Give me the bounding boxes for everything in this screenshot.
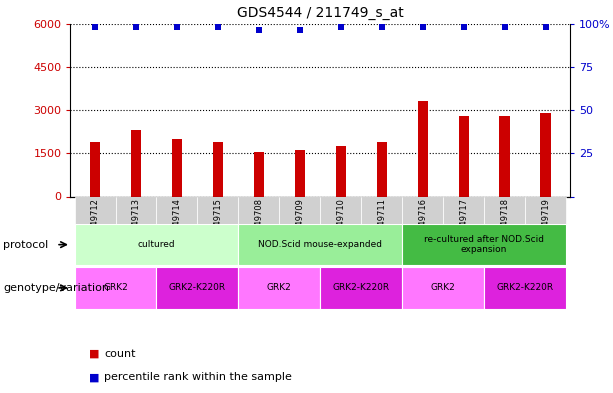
- Text: GSM1049717: GSM1049717: [459, 198, 468, 254]
- Title: GDS4544 / 211749_s_at: GDS4544 / 211749_s_at: [237, 6, 404, 20]
- Bar: [295, 151, 305, 196]
- Text: GSM1049715: GSM1049715: [213, 198, 223, 254]
- Text: NOD.Scid mouse-expanded: NOD.Scid mouse-expanded: [258, 240, 383, 249]
- Text: GSM1049709: GSM1049709: [295, 198, 304, 254]
- Point: [377, 24, 387, 30]
- Bar: [156, 196, 197, 224]
- Bar: [172, 139, 182, 196]
- Bar: [75, 224, 238, 265]
- Bar: [131, 130, 141, 196]
- Point: [459, 24, 468, 30]
- Bar: [254, 152, 264, 196]
- Bar: [280, 196, 320, 224]
- Text: ■: ■: [89, 372, 99, 382]
- Bar: [541, 113, 550, 196]
- Bar: [336, 146, 346, 196]
- Text: GSM1049714: GSM1049714: [172, 198, 181, 254]
- Text: GRK2: GRK2: [431, 283, 455, 292]
- Bar: [525, 196, 566, 224]
- Text: count: count: [104, 349, 135, 359]
- Text: GSM1049719: GSM1049719: [541, 198, 550, 254]
- Bar: [500, 116, 509, 196]
- Bar: [238, 196, 280, 224]
- Bar: [156, 267, 238, 309]
- Bar: [443, 196, 484, 224]
- Bar: [402, 196, 443, 224]
- Text: protocol: protocol: [3, 240, 48, 250]
- Point: [541, 24, 550, 30]
- Text: GSM1049713: GSM1049713: [132, 198, 140, 254]
- Bar: [238, 267, 320, 309]
- Point: [131, 24, 141, 30]
- Text: GSM1049718: GSM1049718: [500, 198, 509, 254]
- Point: [90, 24, 100, 30]
- Text: GRK2: GRK2: [103, 283, 128, 292]
- Point: [336, 24, 346, 30]
- Bar: [484, 196, 525, 224]
- Text: GRK2-K220R: GRK2-K220R: [169, 283, 226, 292]
- Bar: [75, 267, 156, 309]
- Bar: [484, 267, 566, 309]
- Text: GRK2-K220R: GRK2-K220R: [333, 283, 390, 292]
- Bar: [197, 196, 238, 224]
- Text: ■: ■: [89, 349, 99, 359]
- Bar: [376, 142, 387, 196]
- Bar: [213, 142, 223, 196]
- Point: [500, 24, 509, 30]
- Bar: [115, 196, 156, 224]
- Text: GSM1049712: GSM1049712: [91, 198, 99, 254]
- Text: re-cultured after NOD.Scid
expansion: re-cultured after NOD.Scid expansion: [424, 235, 544, 254]
- Text: genotype/variation: genotype/variation: [3, 283, 109, 293]
- Text: percentile rank within the sample: percentile rank within the sample: [104, 372, 292, 382]
- Bar: [402, 224, 566, 265]
- Bar: [320, 196, 361, 224]
- Bar: [75, 196, 115, 224]
- Point: [172, 24, 182, 30]
- Text: GSM1049710: GSM1049710: [337, 198, 345, 254]
- Text: GRK2-K220R: GRK2-K220R: [497, 283, 554, 292]
- Text: cultured: cultured: [138, 240, 175, 249]
- Bar: [238, 224, 402, 265]
- Text: GSM1049711: GSM1049711: [377, 198, 386, 254]
- Text: GRK2: GRK2: [267, 283, 292, 292]
- Bar: [320, 267, 402, 309]
- Point: [254, 28, 264, 34]
- Bar: [417, 101, 428, 196]
- Point: [418, 24, 428, 30]
- Bar: [402, 267, 484, 309]
- Point: [295, 28, 305, 34]
- Bar: [459, 116, 469, 196]
- Point: [213, 24, 223, 30]
- Text: GSM1049708: GSM1049708: [254, 198, 264, 254]
- Text: GSM1049716: GSM1049716: [418, 198, 427, 254]
- Bar: [90, 142, 100, 196]
- Bar: [361, 196, 402, 224]
